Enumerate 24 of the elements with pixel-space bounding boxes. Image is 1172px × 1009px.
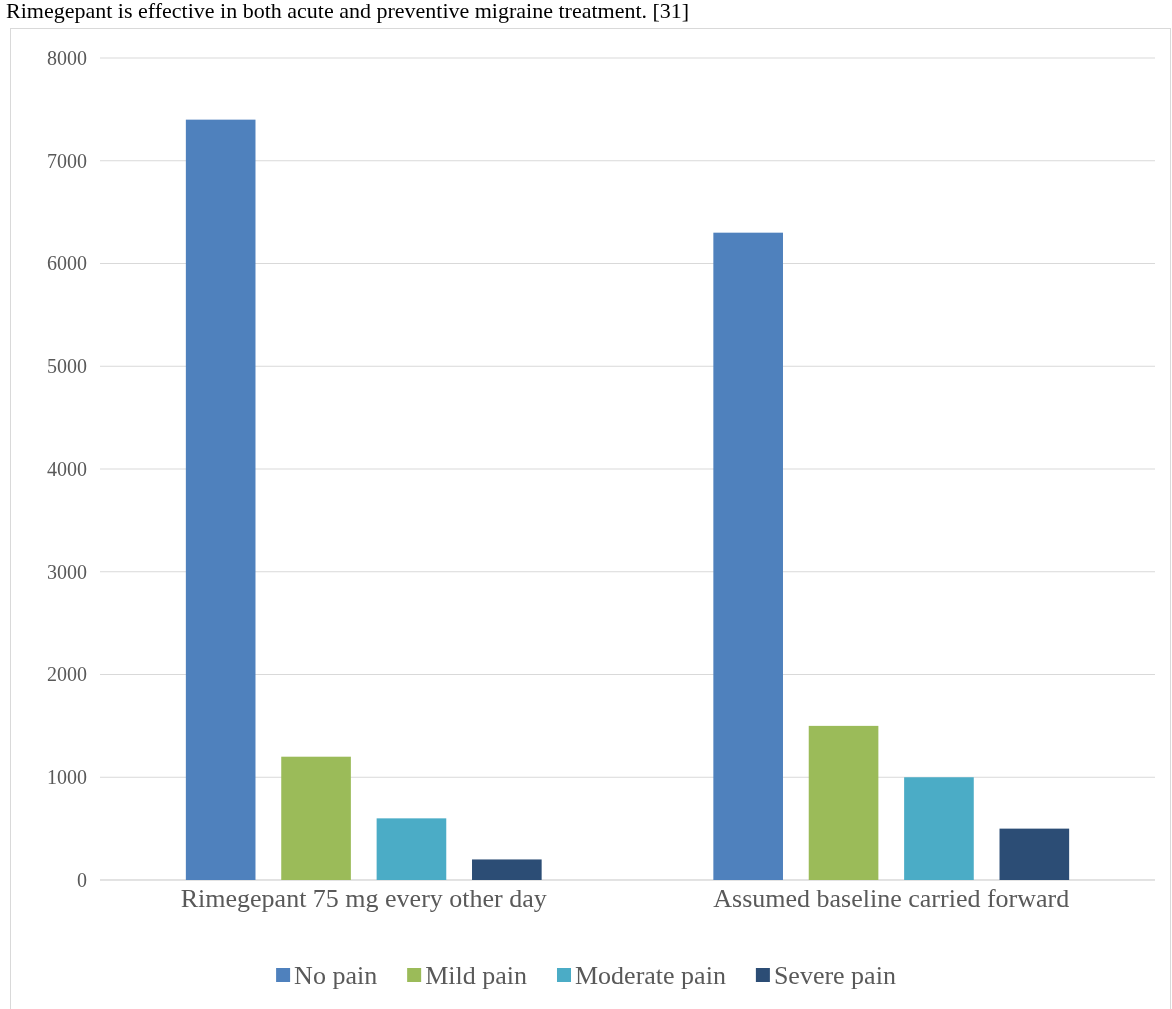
y-tick-label: 1000	[47, 766, 87, 789]
y-tick-label: 5000	[47, 355, 87, 378]
bar	[472, 859, 542, 880]
x-tick-label: Assumed baseline carried forward	[713, 884, 1070, 914]
bar	[999, 828, 1070, 880]
y-tick-label: 6000	[47, 252, 87, 275]
bar	[376, 818, 447, 880]
legend-label: Moderate pain	[574, 961, 726, 990]
bar	[713, 232, 783, 880]
bar	[904, 777, 974, 880]
bar	[185, 119, 256, 880]
y-tick-label: 4000	[47, 457, 87, 480]
y-tick-label: 0	[77, 868, 87, 891]
bar	[808, 725, 879, 880]
y-tick-label: 7000	[47, 149, 87, 172]
x-tick-label: Rimegepant 75 mg every other day	[180, 884, 547, 914]
legend-label: Mild pain	[425, 961, 527, 990]
chart-title: Rimegepant is effective in both acute and preventive migraine treatment. [31]	[6, 0, 690, 23]
y-tick-label: 2000	[47, 663, 87, 686]
y-tick-label: 8000	[47, 46, 87, 69]
legend-label: No pain	[294, 961, 378, 990]
y-tick-label: 3000	[47, 560, 87, 583]
bar	[281, 756, 351, 880]
legend-label: Severe pain	[773, 961, 896, 990]
